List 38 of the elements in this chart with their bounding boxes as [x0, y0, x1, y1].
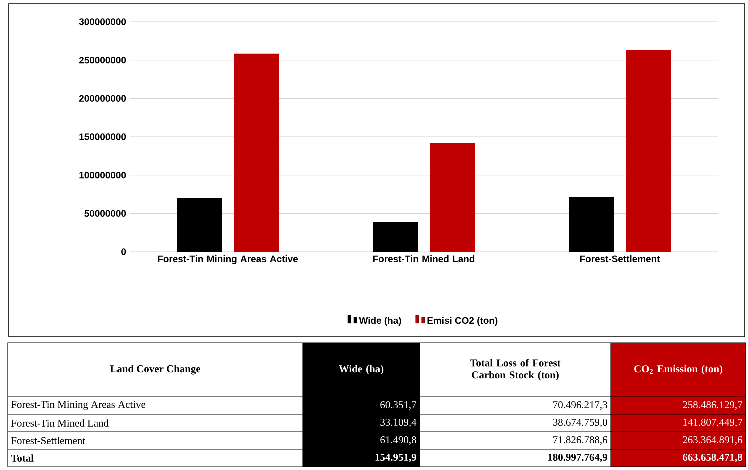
y-tick-label: 300000000: [79, 18, 126, 26]
y-tick-label: 50000000: [84, 210, 126, 218]
y-tick-label: 100000000: [80, 172, 126, 179]
text: Total Loss of Forest Carbon Stock (ton): [470, 359, 561, 381]
y-tick-label: 150000000: [80, 134, 126, 140]
x-tick-label: Forest-Tin Mined Land: [373, 256, 475, 262]
data-label: 180.997.764,9: [548, 454, 608, 463]
data-label: 154.951,9: [376, 454, 416, 463]
bar: [430, 143, 476, 252]
data-label: 33.109,4: [380, 418, 417, 428]
category-label: Forest-Tin Mining Areas Active: [11, 401, 146, 410]
data-label: 70.496.217,3: [554, 401, 608, 410]
bar: [569, 196, 614, 252]
data-label: 263.364.891,6: [683, 436, 743, 446]
category-label: Forest-Settlement: [11, 437, 86, 444]
bar: [373, 222, 418, 252]
legend-label: Wide (ha): [359, 317, 402, 326]
x-tick-label: Forest-Settlement: [580, 256, 660, 262]
series-label: CO$_{2}$ Emission (ton): [634, 365, 723, 375]
data-label: 61.490,8: [380, 436, 416, 446]
legend-label: Emisi CO2 (ton): [428, 317, 498, 326]
text: Land Cover Change: [110, 365, 201, 375]
data-label: 38.674.759,0: [553, 418, 608, 428]
data-label: 71.826.788,6: [554, 436, 608, 446]
data-label: 60.351,7: [380, 401, 416, 410]
bar: [626, 50, 672, 252]
bar: [177, 198, 222, 252]
data-label: 141.807.449,7: [684, 418, 743, 428]
y-tick-label: 250000000: [79, 56, 126, 64]
data-label: 258.486.129,7: [683, 401, 743, 410]
data-label: 663.658.471,8: [683, 454, 742, 463]
category-label: Forest-Tin Mined Land: [11, 420, 109, 427]
y-tick-label: 0: [122, 248, 126, 256]
bar: [234, 54, 280, 252]
category-label: Total: [11, 454, 34, 462]
series-label: Wide (ha): [339, 365, 384, 375]
y-tick-label: 200000000: [79, 95, 126, 102]
x-tick-label: Forest-Tin Mining Areas Active: [158, 256, 298, 264]
